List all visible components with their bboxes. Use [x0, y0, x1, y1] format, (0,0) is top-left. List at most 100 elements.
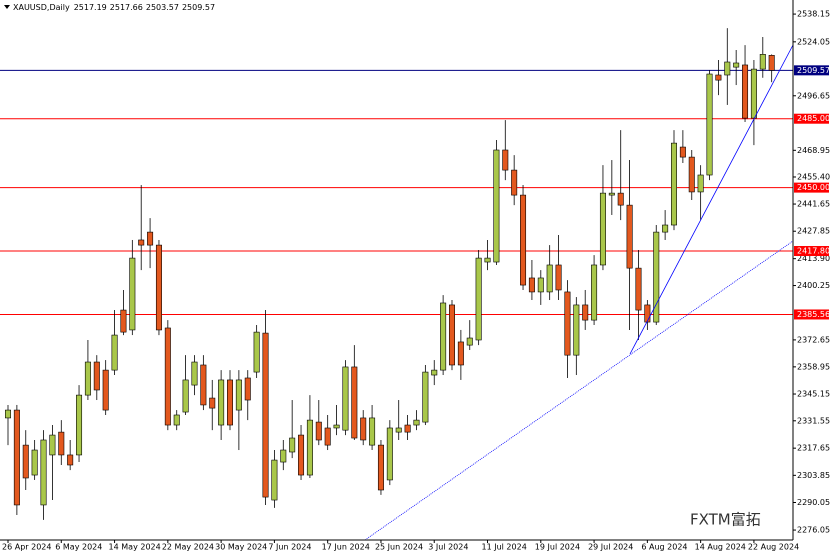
- menu-arrow[interactable]: [4, 5, 10, 9]
- candle-body: [31, 449, 38, 476]
- candle-body: [448, 304, 455, 366]
- x-tick-label: 17 Jun 2024: [322, 543, 370, 552]
- candle-body: [422, 371, 429, 423]
- trend-line: [629, 44, 794, 355]
- y-tick-label: 2524.05: [797, 37, 830, 46]
- y-tick-label: 2427.85: [797, 227, 830, 236]
- candle-body: [155, 244, 162, 331]
- level-label-box: [794, 246, 829, 257]
- level-label-box: [794, 113, 829, 124]
- candle-body: [120, 309, 127, 333]
- candle-body: [733, 62, 740, 68]
- candle-body: [635, 267, 642, 311]
- y-tick-label: 2400.25: [797, 281, 830, 290]
- candle-body: [13, 409, 20, 506]
- y-tick-label: 2413.90: [797, 254, 830, 263]
- candle-body: [457, 341, 464, 366]
- candle-body: [102, 369, 109, 411]
- candle-body: [662, 224, 669, 233]
- level-label: 2450.00: [797, 183, 830, 192]
- x-tick-label: 22 Aug 2024: [748, 543, 799, 552]
- candle-body: [742, 64, 749, 119]
- y-tick-label: 2276.05: [797, 526, 830, 535]
- candle-body: [138, 239, 145, 246]
- candle-body: [244, 377, 251, 401]
- y-tick-label: 2455.40: [797, 172, 830, 181]
- x-tick-label: 6 Aug 2024: [641, 543, 687, 552]
- candle-body: [93, 361, 100, 391]
- y-tick-label: 2468.95: [797, 146, 830, 155]
- candle-body: [617, 192, 624, 206]
- candle-body: [591, 264, 598, 321]
- candle-body: [351, 366, 358, 439]
- y-tick-label: 2331.55: [797, 416, 830, 425]
- x-tick-label: 29 Jul 2024: [588, 543, 633, 552]
- y-tick-label: 2303.85: [797, 471, 830, 480]
- candle-body: [164, 327, 171, 426]
- candle-body: [342, 366, 349, 431]
- candle-body: [40, 439, 47, 506]
- level-label: 2485.00: [797, 114, 830, 123]
- candle-body: [386, 427, 393, 481]
- candle-body: [697, 174, 704, 193]
- level-label-box: [794, 309, 829, 320]
- candle-body: [715, 74, 722, 81]
- x-tick-label: 11 Jul 2024: [482, 543, 527, 552]
- candle-body: [324, 427, 331, 446]
- candle-body: [546, 264, 553, 293]
- candle-body: [262, 332, 269, 498]
- candle-body: [431, 369, 438, 376]
- candle-body: [227, 379, 234, 426]
- candle-body: [688, 156, 695, 193]
- level-label-box: [794, 182, 829, 193]
- candle-body: [724, 61, 731, 76]
- y-tick-label: 2345.15: [797, 390, 830, 399]
- candle-body: [218, 379, 225, 426]
- candle-body: [360, 417, 367, 441]
- candle-body: [511, 169, 518, 196]
- candle-body: [537, 277, 544, 293]
- candle-body: [502, 149, 509, 171]
- candle-body: [759, 54, 766, 70]
- y-tick-label: 2358.95: [797, 362, 830, 371]
- level-label: 2385.56: [797, 310, 830, 319]
- level-label: 2417.80: [797, 247, 830, 256]
- candle-body: [413, 419, 420, 426]
- x-tick-label: 6 May 2024: [55, 543, 102, 552]
- candle-body: [528, 277, 535, 293]
- candle-body: [475, 257, 482, 341]
- candle-body: [67, 454, 74, 466]
- chart-title: XAUUSD,Daily 2517.19 2517.66 2503.57 2509.57: [13, 3, 215, 12]
- candle-body: [750, 68, 757, 119]
- candle-body: [191, 361, 198, 386]
- watermark: FXTM富拓: [690, 511, 761, 529]
- candle-body: [298, 434, 305, 476]
- candle-body: [280, 449, 287, 463]
- candle-body: [49, 434, 56, 456]
- open: 2517.19: [74, 3, 107, 12]
- candle-body: [5, 409, 12, 419]
- candle-body: [129, 257, 136, 331]
- low: 2503.57: [146, 3, 179, 12]
- candle-body: [58, 431, 65, 456]
- candle-body: [173, 414, 180, 426]
- y-tick-label: 2290.05: [797, 498, 830, 507]
- candle-body: [599, 192, 606, 266]
- symbol: XAUUSD,Daily: [13, 3, 70, 12]
- candle-body: [306, 419, 313, 476]
- candle-body: [768, 55, 775, 71]
- candle-body: [76, 394, 83, 456]
- candle-body: [706, 73, 713, 176]
- candle-body: [679, 146, 686, 158]
- y-tick-label: 2317.65: [797, 444, 830, 453]
- candle-body: [377, 444, 384, 491]
- candle-body: [608, 192, 615, 196]
- candle-body: [573, 304, 580, 356]
- candle-body: [147, 231, 154, 246]
- candle-body: [555, 264, 562, 291]
- y-tick-label: 2441.65: [797, 200, 830, 209]
- candle-body: [209, 397, 216, 409]
- candle-body: [670, 142, 677, 226]
- candle-body: [271, 459, 278, 501]
